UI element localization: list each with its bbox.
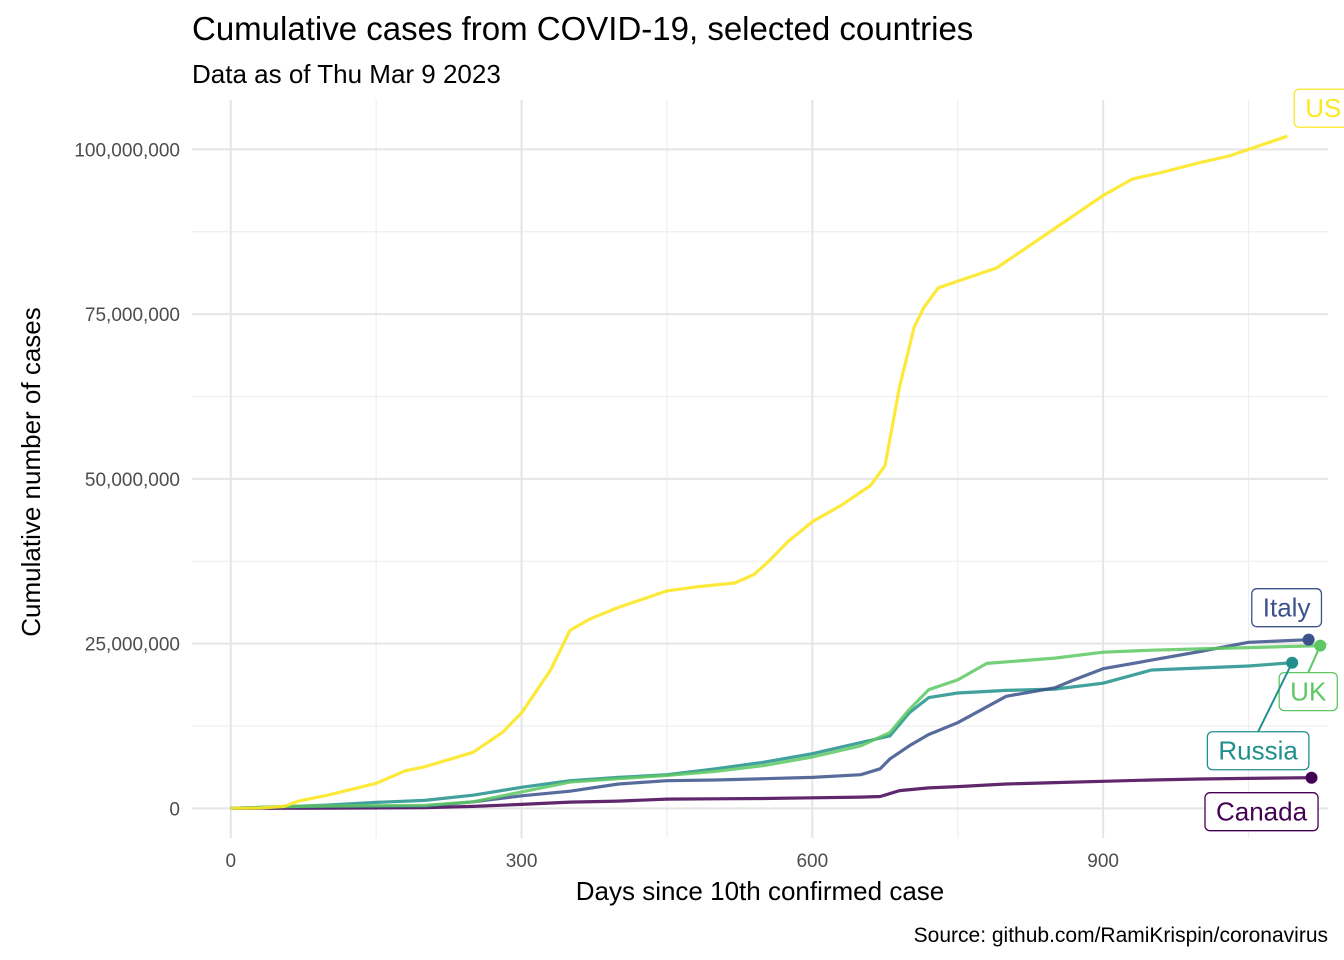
endpoint-dot-italy: [1302, 633, 1315, 646]
series-label-russia: Russia: [1218, 736, 1298, 766]
y-tick-label: 0: [169, 799, 180, 820]
y-tick-label: 100,000,000: [74, 140, 180, 161]
y-tick-label: 25,000,000: [85, 635, 180, 656]
series-lines: [230, 134, 1321, 810]
y-tick-label: 50,000,000: [85, 470, 180, 491]
chart-caption: Source: github.com/RamiKrispin/coronavir…: [914, 924, 1328, 947]
x-tick-label: 0: [225, 851, 236, 872]
x-tick-label: 600: [796, 851, 828, 872]
series-line-russia: [230, 661, 1293, 810]
y-tick-label: 75,000,000: [85, 305, 180, 326]
series-line-us: [230, 134, 1288, 810]
x-axis-title: Days since 10th confirmed case: [576, 876, 945, 906]
series-line-italy: [230, 638, 1309, 810]
gridlines: [192, 100, 1328, 838]
label-leader-russia: [1257, 662, 1294, 733]
label-box-uk: [1278, 671, 1338, 712]
chart-subtitle: Data as of Thu Mar 9 2023: [192, 59, 501, 89]
endpoint-dot-canada: [1305, 771, 1318, 784]
chart-title: Cumulative cases from COVID-19, selected…: [192, 10, 973, 47]
y-axis-title: Cumulative number of cases: [16, 307, 46, 636]
label-box-russia: [1206, 731, 1310, 771]
x-tick-label: 300: [506, 851, 538, 872]
axis-ticks: 0 300 600 900 0 25,000,000 50,000,000 75,000,00…: [74, 140, 1119, 872]
x-tick-label: 900: [1087, 851, 1119, 872]
series-label-canada: Canada: [1216, 797, 1308, 827]
series-line-canada: [230, 776, 1312, 810]
series-line-uk: [230, 644, 1321, 810]
series-label-italy: Italy: [1263, 593, 1311, 623]
label-box-us: [1293, 88, 1344, 128]
label-box-italy: [1251, 588, 1323, 628]
series-label-uk: UK: [1290, 677, 1327, 707]
series-labels: US Italy UK Russia Canada: [1204, 88, 1344, 832]
endpoint-dot-russia: [1286, 656, 1299, 669]
endpoint-dot-uk: [1314, 639, 1327, 652]
label-box-canada: [1204, 792, 1319, 832]
series-label-us: US: [1305, 93, 1341, 123]
